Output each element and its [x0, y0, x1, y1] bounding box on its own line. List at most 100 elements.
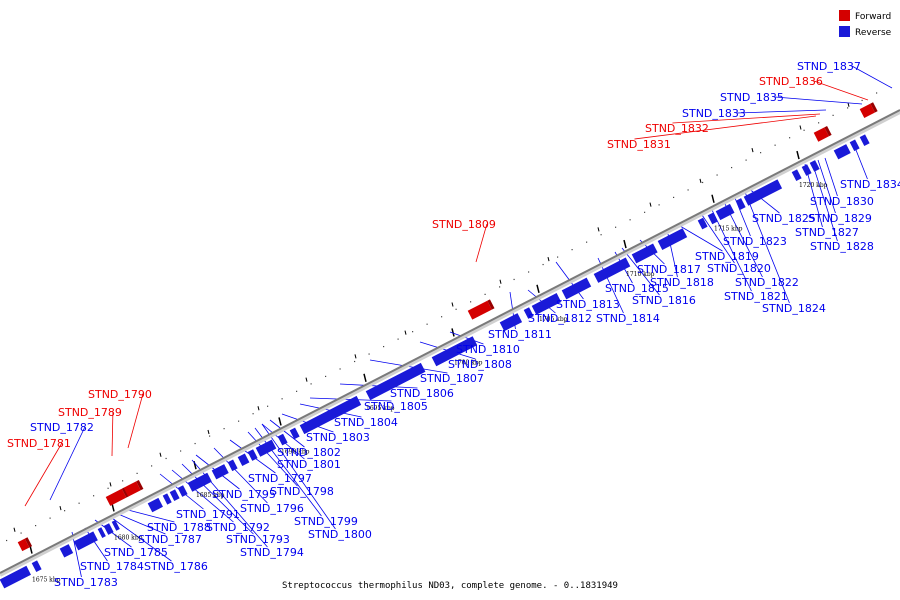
gene-label[interactable]: STND_1822 — [735, 276, 799, 289]
reverse-gene — [97, 527, 106, 539]
gene-label[interactable]: STND_1814 — [596, 312, 660, 325]
gene-label[interactable]: STND_1806 — [390, 387, 454, 400]
gene-label[interactable]: STND_1803 — [306, 431, 370, 444]
gene-label[interactable]: STND_1829 — [808, 212, 872, 225]
gene-label[interactable]: STND_1818 — [650, 276, 714, 289]
gene-label[interactable]: STND_1781 — [7, 437, 71, 450]
leader-line — [49, 426, 86, 501]
gene-label[interactable]: STND_1815 — [605, 282, 669, 295]
legend-reverse-swatch — [839, 26, 850, 37]
track-tick — [451, 302, 454, 307]
gene-label[interactable]: STND_1825 — [752, 212, 816, 225]
reverse-gene — [147, 497, 163, 513]
reverse-gene — [289, 427, 300, 440]
reverse-gene — [111, 520, 120, 531]
gene-label[interactable]: STND_1784 — [80, 560, 144, 573]
track-dot — [383, 345, 385, 348]
gene-label[interactable]: STND_1802 — [277, 446, 341, 459]
gene-label[interactable]: STND_1824 — [762, 302, 826, 315]
scale-label: 1695 kbp — [366, 405, 395, 412]
gene-label[interactable]: STND_1782 — [30, 421, 94, 434]
forward-gene — [467, 299, 495, 320]
gene-label[interactable]: STND_1812 — [528, 312, 592, 325]
gene-label[interactable]: STND_1792 — [206, 521, 270, 534]
gene-label[interactable]: STND_1828 — [810, 240, 874, 253]
gene-label[interactable]: STND_1805 — [364, 400, 428, 413]
scale-label: 1685 kbp — [196, 492, 225, 499]
track-dot — [528, 271, 530, 273]
track-tick — [499, 279, 502, 284]
gene-label[interactable]: STND_1801 — [277, 458, 341, 471]
gene-label[interactable]: STND_1791 — [176, 508, 240, 521]
gene-track — [0, 102, 878, 589]
scale-tick — [363, 373, 367, 382]
gene-label[interactable]: STND_1788 — [147, 521, 211, 534]
gene-label[interactable]: STND_1796 — [240, 502, 304, 515]
leader-line — [84, 527, 108, 562]
forward-gene — [123, 479, 144, 497]
gene-label[interactable]: STND_1821 — [724, 290, 788, 303]
gene-label[interactable]: STND_1798 — [270, 485, 334, 498]
gene-label[interactable]: STND_1800 — [308, 528, 372, 541]
gene-label[interactable]: STND_1830 — [810, 195, 874, 208]
gene-label[interactable]: STND_1810 — [456, 343, 520, 356]
reverse-gene — [735, 198, 746, 210]
gene-label[interactable]: STND_1797 — [248, 472, 312, 485]
gene-label[interactable]: STND_1808 — [448, 358, 512, 371]
gene-label[interactable]: STND_1783 — [54, 576, 118, 589]
scale-label: 1705 kbp — [539, 316, 568, 323]
leader-line — [261, 423, 336, 530]
gene-label[interactable]: STND_1835 — [720, 91, 784, 104]
leader-line — [269, 419, 305, 448]
reverse-gene — [849, 139, 860, 152]
legend-reverse-label: Reverse — [855, 28, 892, 38]
reverse-gene — [255, 439, 277, 457]
leader-line — [811, 161, 838, 242]
gene-label[interactable]: STND_1834 — [840, 178, 900, 191]
gene-label[interactable]: STND_1833 — [682, 107, 746, 120]
gene-label[interactable]: STND_1827 — [795, 226, 859, 239]
gene-label[interactable]: STND_1786 — [144, 560, 208, 573]
gene-label[interactable]: STND_1837 — [797, 60, 861, 73]
track-dot — [441, 316, 443, 318]
track-dot — [310, 383, 312, 385]
legend-forward-label: Forward — [855, 12, 891, 22]
gene-label[interactable]: STND_1804 — [334, 416, 398, 429]
track-dot — [644, 211, 646, 213]
leader-line — [736, 109, 827, 114]
gene-label[interactable]: STND_1817 — [637, 263, 701, 276]
gene-label[interactable]: STND_1816 — [632, 294, 696, 307]
gene-label[interactable]: STND_1823 — [723, 235, 787, 248]
track-dot — [194, 442, 196, 445]
legend: Forward Reverse — [839, 10, 892, 38]
track-tick — [847, 102, 850, 107]
gene-label[interactable]: STND_1819 — [695, 250, 759, 263]
track-dot — [93, 495, 95, 497]
gene-label[interactable]: STND_1820 — [707, 262, 771, 275]
leader-line — [824, 157, 838, 197]
gene-label[interactable]: STND_1831 — [607, 138, 671, 151]
gene-label[interactable]: STND_1794 — [240, 546, 304, 559]
reverse-gene — [801, 164, 812, 176]
gene-label[interactable]: STND_1787 — [138, 533, 202, 546]
gene-label[interactable]: STND_1807 — [420, 372, 484, 385]
gene-label[interactable]: STND_1789 — [58, 406, 122, 419]
track-dot — [209, 435, 211, 437]
track-dot — [557, 256, 559, 258]
gene-label[interactable]: STND_1809 — [432, 218, 496, 231]
scale-label: 1675 kbp — [32, 577, 61, 584]
gene-label[interactable]: STND_1795 — [212, 488, 276, 501]
gene-label[interactable]: STND_1836 — [759, 75, 823, 88]
gene-label[interactable]: STND_1811 — [488, 328, 552, 341]
gene-label[interactable]: STND_1832 — [645, 122, 709, 135]
track-tick — [649, 202, 652, 207]
gene-label[interactable]: STND_1790 — [88, 388, 152, 401]
gene-label[interactable]: STND_1793 — [226, 533, 290, 546]
gene-label[interactable]: STND_1785 — [104, 546, 168, 559]
track-dot — [847, 107, 849, 109]
leader-line — [817, 159, 836, 214]
scale-label: 1720 kbp — [799, 182, 828, 189]
gene-label[interactable]: STND_1799 — [294, 515, 358, 528]
track-dot — [832, 114, 834, 116]
gene-label[interactable]: STND_1813 — [556, 298, 620, 311]
